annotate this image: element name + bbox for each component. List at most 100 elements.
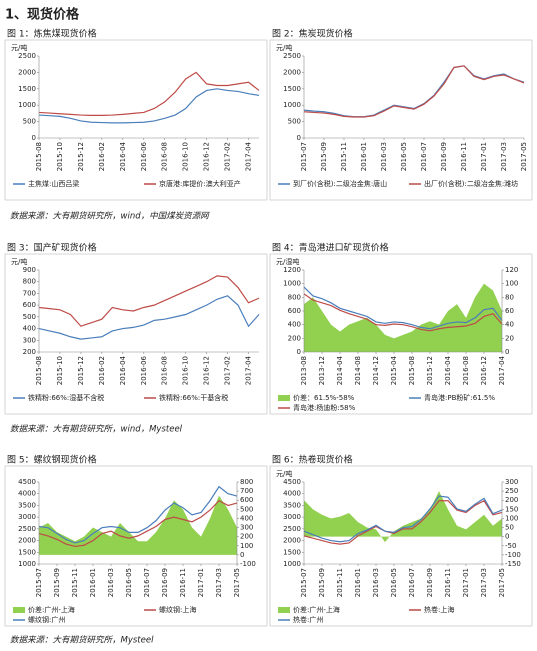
line xyxy=(303,495,503,543)
legend-label: 铁精粉:66%:干基含税 xyxy=(159,393,228,402)
y-tick-label: 1200 xyxy=(283,266,301,274)
y-tick-label: 200 xyxy=(23,348,36,356)
panel-frame xyxy=(269,39,533,201)
legend-label: 热卷:上海 xyxy=(424,605,454,614)
y-tick-label: 3500 xyxy=(18,501,36,509)
y2-tick-label: 50 xyxy=(505,524,514,532)
x-tick-label: 2015-04 xyxy=(390,355,398,385)
x-tick-label: 2016-03 xyxy=(380,142,388,171)
y2-tick-label: 300 xyxy=(505,478,518,486)
line xyxy=(303,293,503,332)
area xyxy=(39,495,237,555)
x-tick-label: 2015-08 xyxy=(35,142,43,171)
legend-label: 主焦煤:山西吕梁 xyxy=(28,179,79,188)
x-tick-label: 2014-04 xyxy=(336,355,344,385)
y2-tick-label: 40 xyxy=(505,321,514,329)
y-tick-label: 1000 xyxy=(283,560,301,568)
x-tick-label: 2016-08 xyxy=(161,142,169,171)
y2-tick-label: 20 xyxy=(505,334,514,342)
y-tick-label: 3000 xyxy=(283,513,301,521)
y-tick-label: 1000 xyxy=(18,560,36,568)
y-tick-label: 900 xyxy=(23,266,36,274)
chart-title: 图 2：焦炭现货价格 xyxy=(272,28,353,40)
legend-label: 到厂价(含税):二级冶金焦:唐山 xyxy=(293,179,387,188)
legend-label: 价差:广州-上海 xyxy=(293,605,340,614)
y-tick-label: 2500 xyxy=(283,525,301,533)
source: 数据来源：大有期货研究所，Mysteel xyxy=(10,635,154,646)
y2-tick-label: -150 xyxy=(505,560,521,568)
y2-tick-label: 0 xyxy=(505,533,509,541)
line xyxy=(38,295,260,340)
y-unit: 元/吨 xyxy=(276,469,292,478)
heading: 1、现货价格 xyxy=(5,7,80,23)
x-tick-label: 2016-09 xyxy=(440,142,448,171)
x-tick-label: 2016-09 xyxy=(426,568,434,597)
legend-label: 青岛港:PB粉矿:61.5% xyxy=(424,393,495,402)
y2-tick-label: 200 xyxy=(240,533,253,541)
y-unit: 元/吨 xyxy=(11,257,27,266)
x-tick-label: 2016-11 xyxy=(444,568,452,597)
y-tick-label: 600 xyxy=(288,307,301,315)
area xyxy=(304,491,502,543)
x-tick-label: 2015-12 xyxy=(426,356,434,385)
x-tick-label: 2015-07 xyxy=(35,568,43,597)
y-tick-label: 1000 xyxy=(283,280,301,288)
y-tick-label: 500 xyxy=(288,118,301,126)
legend-label: 青岛港:杨迪粉:58% xyxy=(293,403,356,412)
y-tick-label: 1500 xyxy=(18,85,36,93)
panel-frame xyxy=(4,253,268,415)
x-tick-label: 2016-04 xyxy=(119,141,127,171)
y-tick-label: 2000 xyxy=(283,68,301,76)
x-tick-label: 2016-08 xyxy=(462,356,470,385)
y-tick-label: 500 xyxy=(23,313,36,321)
y2-tick-label: 150 xyxy=(505,505,518,513)
y-unit: 元/吨 xyxy=(11,43,27,52)
y-tick-label: 4000 xyxy=(18,490,36,498)
legend-label: 价差:广州-上海 xyxy=(28,605,75,614)
x-tick-label: 2016-03 xyxy=(372,568,380,597)
x-tick-label: 2017-03 xyxy=(215,568,223,597)
panel-frame xyxy=(4,39,268,201)
y2-tick-label: 300 xyxy=(240,524,253,532)
legend-label: 铁精粉:66%:湿基不含税 xyxy=(28,393,104,402)
chart-title: 图 4：青岛港进口矿现货价格 xyxy=(272,242,389,254)
y-tick-label: 2500 xyxy=(18,52,36,60)
y-tick-label: 1000 xyxy=(18,101,36,109)
line xyxy=(38,275,260,327)
x-tick-label: 2016-07 xyxy=(408,568,416,597)
x-tick-label: 2016-01 xyxy=(354,568,362,597)
x-tick-label: 2015-09 xyxy=(318,568,326,597)
x-tick-label: 2017-04 xyxy=(498,355,506,385)
line xyxy=(303,499,503,545)
x-tick-label: 2017-02 xyxy=(224,356,232,385)
line xyxy=(303,286,503,330)
y-tick-label: 2000 xyxy=(283,537,301,545)
y-tick-label: 4500 xyxy=(18,478,36,486)
x-tick-label: 2016-12 xyxy=(203,142,211,171)
legend-swatch xyxy=(278,395,290,401)
y-tick-label: 3000 xyxy=(18,513,36,521)
line xyxy=(38,485,238,544)
chart-title: 图 1：炼焦煤现货价格 xyxy=(7,28,97,40)
y2-tick-label: 200 xyxy=(505,496,518,504)
legend-label: 价差：61.5%-58% xyxy=(293,393,355,402)
y-tick-label: 300 xyxy=(23,336,36,344)
y-tick-label: 2000 xyxy=(18,68,36,76)
x-tick-label: 2017-03 xyxy=(480,568,488,597)
x-tick-label: 2017-01 xyxy=(197,568,205,597)
panel-frame xyxy=(4,465,268,627)
y-tick-label: 500 xyxy=(23,118,36,126)
y-unit: 元/湿吨 xyxy=(276,257,299,266)
x-tick-label: 2015-12 xyxy=(77,356,85,385)
x-tick-label: 2016-01 xyxy=(360,142,368,171)
legend-label: 京唐港:库提价:澳大利亚产 xyxy=(159,179,241,188)
y-tick-label: 400 xyxy=(23,325,36,333)
x-tick-label: 2016-10 xyxy=(182,356,190,385)
y-tick-label: 2500 xyxy=(283,52,301,60)
y-tick-label: 2000 xyxy=(18,537,36,545)
chart-title: 图 6：热卷现货价格 xyxy=(272,454,353,466)
x-tick-label: 2013-08 xyxy=(300,356,308,385)
x-tick-label: 2016-04 xyxy=(119,355,127,385)
x-tick-label: 2017-05 xyxy=(233,568,241,597)
